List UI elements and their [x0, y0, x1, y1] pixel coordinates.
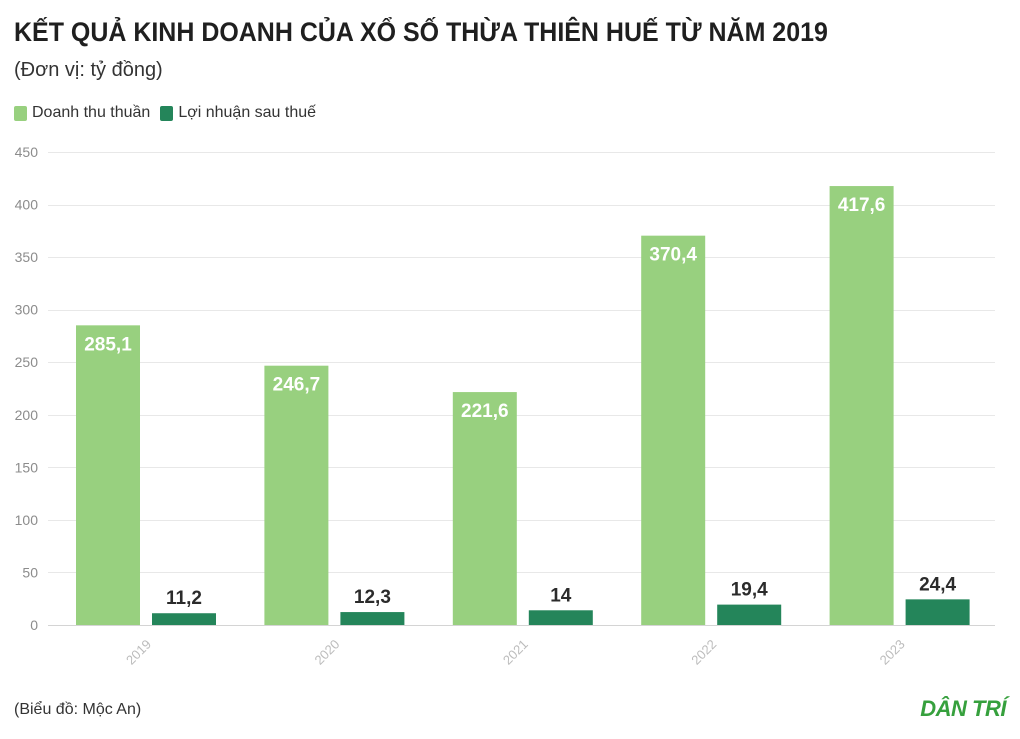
y-tick-label-200: 200	[15, 407, 39, 423]
y-tick-label-400: 400	[15, 197, 39, 213]
bar-profit-2020	[340, 612, 405, 625]
legend-swatch-revenue	[14, 105, 27, 121]
legend-item-profit: Lợi nhuận sau thuế	[160, 103, 316, 123]
y-axis: 0 50 100 150 200 250 300 350 400 450	[15, 144, 39, 633]
chart-title: KẾT QUẢ KINH DOANH CỦA XỔ SỐ THỪA THIÊN …	[14, 17, 828, 47]
y-tick-label-100: 100	[15, 512, 39, 528]
legend: Doanh thu thuần Lợi nhuận sau thuế	[14, 103, 326, 123]
value-label-revenue-2020: 246,7	[273, 375, 321, 396]
x-tick-label-2021: 2021	[500, 637, 531, 668]
legend-label-profit: Lợi nhuận sau thuế	[178, 104, 317, 121]
value-label-revenue-2019: 285,1	[84, 334, 132, 355]
x-tick-label-2023: 2023	[877, 637, 908, 668]
bar-profit-2019	[152, 613, 216, 625]
bar-revenue-2019	[76, 325, 140, 625]
chart-subtitle: (Đơn vị: tỷ đồng)	[14, 59, 163, 81]
value-label-profit-2022: 19,4	[731, 580, 768, 601]
source-credit: (Biểu đồ: Mộc An)	[14, 701, 142, 718]
x-tick-label-2020: 2020	[311, 637, 342, 668]
x-tick-label-2022: 2022	[688, 637, 719, 668]
bar-revenue-2021	[452, 392, 517, 625]
bar-profit-2021	[528, 610, 593, 625]
legend-label-revenue: Doanh thu thuần	[32, 104, 151, 121]
bar-profit-2023	[905, 599, 970, 625]
y-tick-label-450: 450	[15, 144, 39, 160]
y-tick-label-50: 50	[22, 564, 38, 580]
y-tick-label-150: 150	[15, 459, 39, 475]
value-labels: 285,1 246,7 221,6 370,4 417,6 11,2 12,3 14 19,4 2…	[84, 195, 956, 609]
legend-item-revenue: Doanh thu thuần	[14, 103, 150, 123]
bar-revenue-2023	[829, 186, 894, 625]
value-label-profit-2023: 24,4	[919, 574, 956, 595]
bar-profit-2022	[717, 604, 782, 625]
gridlines	[48, 152, 995, 626]
value-label-profit-2021: 14	[550, 585, 572, 606]
y-tick-label-300: 300	[15, 302, 39, 318]
value-label-profit-2019: 11,2	[166, 588, 202, 609]
x-tick-label-2019: 2019	[123, 637, 154, 668]
y-tick-label-350: 350	[15, 249, 39, 265]
value-label-profit-2020: 12,3	[354, 587, 391, 608]
dantri-logo: DÂN TRÍ	[920, 696, 1006, 721]
value-label-revenue-2021: 221,6	[461, 401, 509, 422]
bars	[76, 186, 970, 625]
y-tick-label-250: 250	[15, 354, 39, 370]
legend-swatch-profit	[160, 105, 174, 121]
bar-revenue-2020	[264, 365, 329, 625]
x-axis: 2019 2020 2021 2022 2023	[123, 637, 908, 668]
y-tick-label-0: 0	[30, 617, 38, 633]
bar-revenue-2022	[641, 235, 706, 625]
value-label-revenue-2022: 370,4	[649, 245, 697, 266]
value-label-revenue-2023: 417,6	[838, 195, 886, 216]
